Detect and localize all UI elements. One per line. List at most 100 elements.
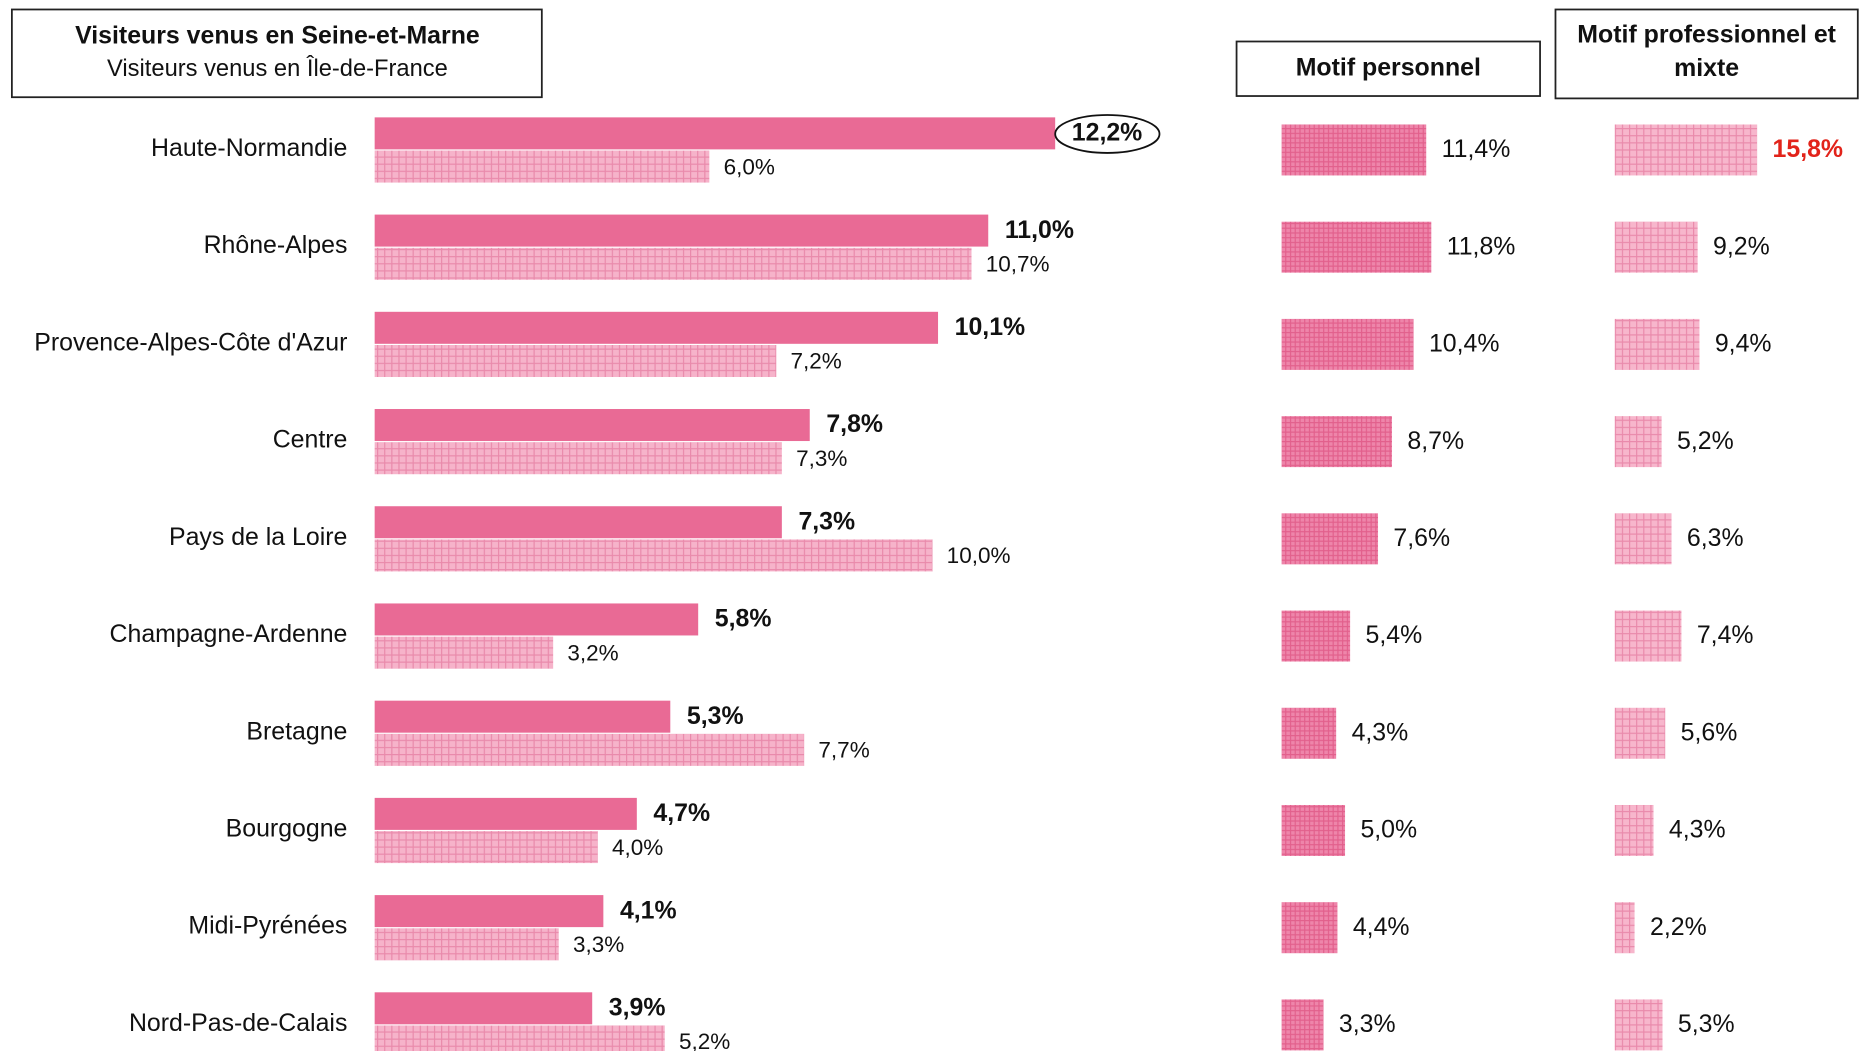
- panel-title: Motif personnel: [1296, 53, 1481, 81]
- value-label: 8,7%: [1407, 427, 1464, 455]
- panel-title: Motif professionnel et mixte: [1577, 21, 1836, 82]
- value-label: 10,4%: [1429, 330, 1500, 358]
- value-label: 4,3%: [1669, 816, 1726, 844]
- value-label: 4,0%: [612, 835, 663, 860]
- value-label: 4,4%: [1353, 913, 1410, 941]
- bar: [374, 895, 604, 928]
- category-label: Nord-Pas-de-Calais: [129, 1009, 347, 1037]
- bar: [374, 1025, 665, 1051]
- bar: [374, 344, 777, 378]
- category-label: Bourgogne: [226, 814, 348, 842]
- category-label: Midi-Pyrénées: [188, 912, 347, 940]
- value-label: 5,6%: [1681, 718, 1738, 746]
- category-label: Pays de la Loire: [169, 523, 347, 551]
- value-label: 10,1%: [955, 313, 1026, 341]
- highlight-circle: [1054, 114, 1161, 154]
- bar: [1614, 804, 1654, 856]
- category-label: Haute-Normandie: [151, 134, 347, 162]
- bar: [374, 992, 593, 1025]
- value-label: 7,2%: [791, 349, 842, 374]
- value-label: 5,3%: [687, 702, 744, 730]
- bar: [374, 150, 710, 183]
- bar: [1614, 610, 1682, 662]
- value-label: 9,4%: [1715, 330, 1772, 358]
- value-label: 6,0%: [724, 154, 775, 179]
- bar: [374, 700, 671, 733]
- bar: [1281, 902, 1338, 954]
- value-label: 5,4%: [1366, 621, 1423, 649]
- bar: [374, 506, 782, 539]
- value-label: 5,2%: [1677, 427, 1734, 455]
- value-label: 10,0%: [947, 543, 1011, 568]
- bar: [374, 117, 1056, 150]
- value-label: 5,3%: [1678, 1010, 1735, 1038]
- panel-title-box: [1554, 8, 1859, 100]
- bar: [374, 311, 939, 344]
- bar: [1281, 707, 1337, 759]
- bar: [374, 733, 805, 766]
- bar: [374, 603, 699, 636]
- bar: [374, 831, 598, 864]
- category-label: Centre: [273, 426, 348, 454]
- bar: [1614, 221, 1698, 273]
- value-label: 7,3%: [796, 446, 847, 471]
- value-label: 3,3%: [1339, 1010, 1396, 1038]
- value-label: 4,3%: [1352, 718, 1409, 746]
- bar: [1614, 124, 1758, 176]
- bar: [1281, 804, 1346, 856]
- category-label: Rhône-Alpes: [204, 231, 348, 259]
- value-label: 11,8%: [1447, 232, 1516, 260]
- bar: [1281, 221, 1432, 273]
- value-label: 3,3%: [573, 932, 624, 957]
- bar: [1281, 416, 1392, 468]
- value-label: 7,8%: [826, 410, 883, 438]
- bar: [374, 409, 810, 442]
- value-label: 12,2%: [1072, 119, 1143, 147]
- bar: [374, 214, 989, 247]
- bar: [1614, 999, 1663, 1051]
- value-label: 15,8%: [1773, 135, 1844, 163]
- category-label: Provence-Alpes-Côte d'Azur: [34, 328, 347, 356]
- value-label: 3,2%: [567, 640, 618, 665]
- bar: [1281, 610, 1351, 662]
- bar: [1281, 999, 1324, 1051]
- value-label: 6,3%: [1687, 524, 1744, 552]
- bar: [1281, 318, 1414, 370]
- category-label: Bretagne: [246, 717, 347, 745]
- legend-entry: Visiteurs venus en Île-de-France: [107, 55, 448, 82]
- bar: [1614, 707, 1666, 759]
- value-label: 9,2%: [1713, 232, 1770, 260]
- bar: [1281, 124, 1427, 176]
- value-label: 10,7%: [986, 252, 1050, 277]
- bar: [1281, 513, 1379, 565]
- value-label: 11,0%: [1005, 216, 1074, 244]
- value-label: 5,0%: [1360, 816, 1417, 844]
- value-label: 2,2%: [1650, 913, 1707, 941]
- value-label: 3,9%: [609, 993, 666, 1021]
- value-label: 7,3%: [798, 507, 855, 535]
- bar: [1614, 416, 1662, 468]
- panel-title-box: [1235, 40, 1541, 97]
- bar: [1614, 318, 1700, 370]
- value-label: 7,4%: [1697, 621, 1754, 649]
- bar: [374, 797, 637, 830]
- bar: [374, 636, 554, 669]
- bar: [374, 928, 559, 961]
- bar: [1614, 902, 1635, 954]
- legend-entry: Visiteurs venus en Seine-et-Marne: [75, 21, 480, 49]
- category-label: Champagne-Ardenne: [110, 620, 348, 648]
- value-label: 4,7%: [653, 799, 710, 827]
- bar: [374, 539, 933, 572]
- bar: [1614, 513, 1672, 565]
- legend-box: [10, 8, 543, 99]
- value-label: 7,6%: [1393, 524, 1450, 552]
- value-label: 5,2%: [679, 1029, 730, 1051]
- value-label: 11,4%: [1442, 135, 1511, 163]
- value-label: 4,1%: [620, 896, 677, 924]
- bar: [374, 442, 782, 475]
- bar: [374, 247, 972, 280]
- value-label: 7,7%: [818, 738, 869, 763]
- value-label: 5,8%: [715, 605, 772, 633]
